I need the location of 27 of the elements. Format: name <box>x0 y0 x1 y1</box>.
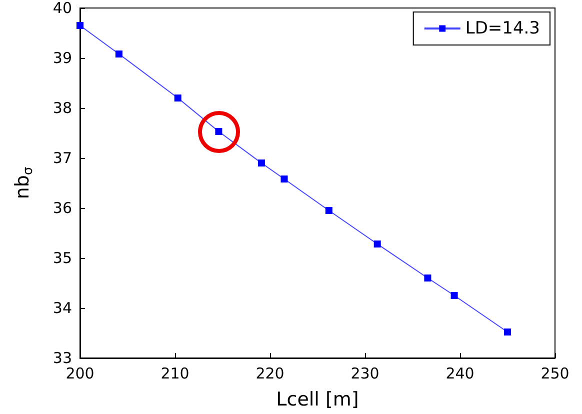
y-tick-label: 33 <box>52 349 72 367</box>
legend-label: LD=14.3 <box>465 18 540 38</box>
y-tick-label: 35 <box>52 249 72 267</box>
point <box>76 22 84 29</box>
y-tick-label: 37 <box>52 149 72 167</box>
point <box>174 94 182 102</box>
y-tick-label: 36 <box>52 199 72 217</box>
point <box>258 160 265 166</box>
y-axis-title: nbσ <box>12 166 36 200</box>
x-tick-label: 250 <box>540 364 570 382</box>
x-tick-label: 210 <box>160 364 190 382</box>
y-tick-label: 34 <box>52 299 72 317</box>
y-tick-label: 40 <box>52 0 72 17</box>
point <box>374 240 381 248</box>
y-tick-label: 39 <box>52 49 72 67</box>
x-tick-label: 220 <box>256 364 284 382</box>
point <box>115 50 122 58</box>
x-tick-label: 200 <box>66 364 94 382</box>
y-tick-label: 38 <box>52 99 72 117</box>
point <box>504 328 511 336</box>
x-tick-label: 230 <box>350 364 380 382</box>
x-tick-label: 240 <box>446 364 474 382</box>
x-axis-title: Lcell [m] <box>276 388 359 410</box>
point <box>280 176 288 182</box>
point <box>450 292 458 299</box>
point <box>424 274 432 282</box>
point <box>325 207 332 214</box>
